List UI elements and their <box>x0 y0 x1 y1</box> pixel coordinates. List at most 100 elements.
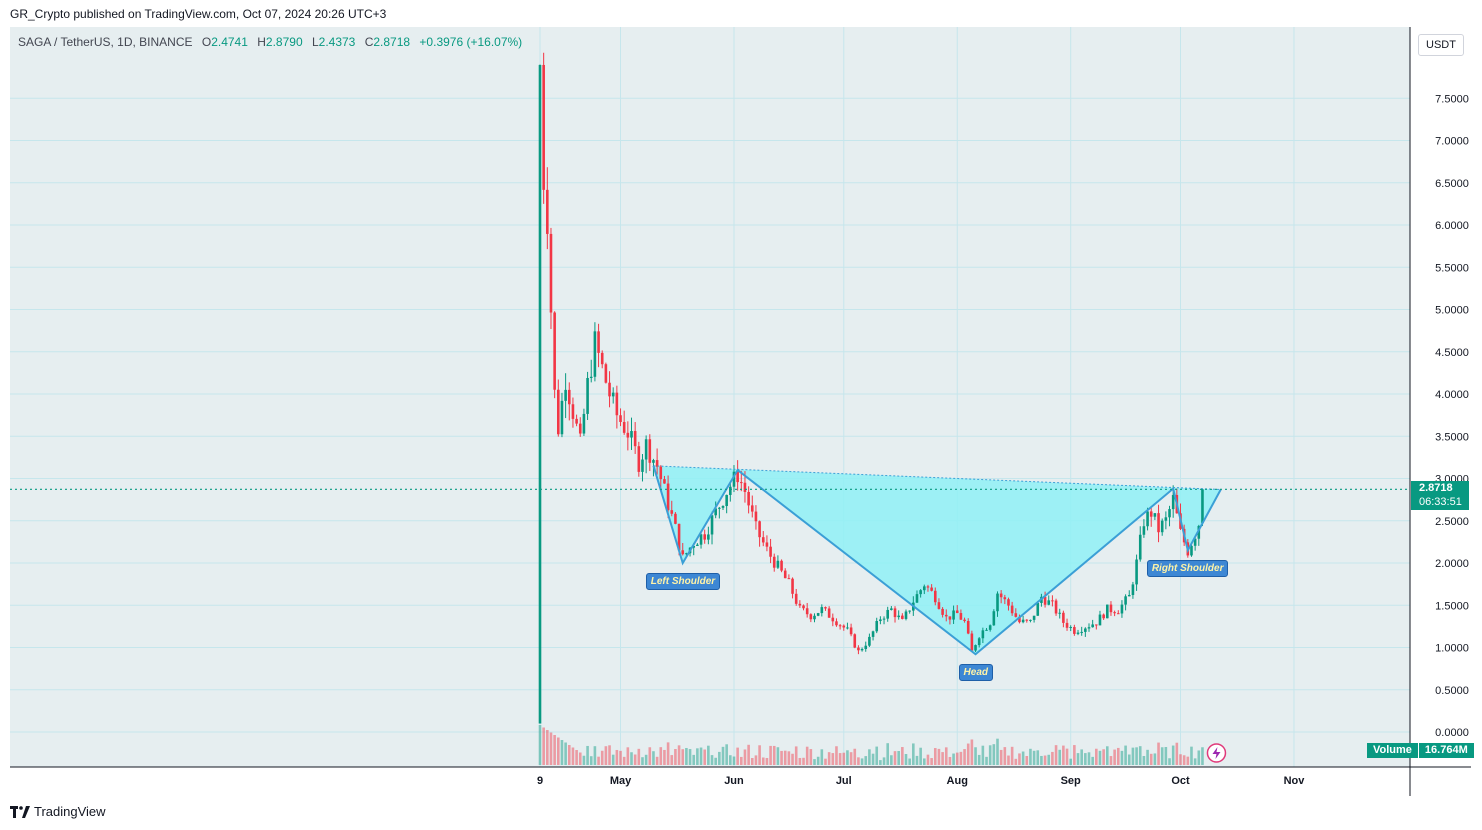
candle-body <box>1131 584 1135 596</box>
y-tick-label: 4.0000 <box>1435 389 1469 401</box>
volume-bar <box>619 750 622 765</box>
volume-bar <box>1040 755 1043 765</box>
volume-bar <box>838 753 842 765</box>
candle-body <box>827 608 831 618</box>
x-tick-label: Nov <box>1284 775 1306 787</box>
candle-body <box>542 64 545 190</box>
volume-bar <box>641 757 644 765</box>
y-tick-label: 4.5000 <box>1435 347 1469 359</box>
volume-bar <box>1135 747 1138 765</box>
publish-info: GR_Crypto published on TradingView.com, … <box>10 7 387 21</box>
candle-body <box>710 515 714 535</box>
volume-bar <box>611 754 615 765</box>
candle-body <box>1014 613 1018 617</box>
volume-bar <box>908 758 911 765</box>
volume-bar <box>732 756 736 765</box>
volume-bar <box>923 758 926 765</box>
volume-bar <box>864 756 868 765</box>
volume-indicator-tag[interactable]: Volume 16.764M <box>1367 743 1474 758</box>
candle-body <box>765 542 769 547</box>
candle-body <box>546 189 549 234</box>
tradingview-logo[interactable]: TradingView <box>10 804 106 819</box>
volume-bar <box>999 749 1003 765</box>
volume-bar <box>1065 748 1069 765</box>
candle-body <box>846 627 849 629</box>
volume-bar <box>824 758 827 765</box>
candle-body <box>761 537 765 543</box>
pattern-fill <box>653 465 1221 655</box>
volume-bar <box>1171 745 1175 765</box>
candle-body <box>937 602 941 609</box>
volume-bar <box>652 751 655 765</box>
volume-bar <box>1025 755 1029 765</box>
candle-body <box>835 621 838 626</box>
volume-bar <box>1095 748 1098 765</box>
volume-bar <box>1069 758 1072 765</box>
volume-bar <box>941 752 944 765</box>
candle-body <box>1003 597 1007 600</box>
volume-bar <box>1142 755 1146 765</box>
volume-bar <box>542 727 545 765</box>
price-chart[interactable]: 7.5000 7.0000 6.5000 6.0000 5.5000 5.0000 4.50… <box>10 27 1471 796</box>
candle-body <box>1190 545 1193 556</box>
candle-body <box>586 377 589 414</box>
candle-body <box>1135 559 1138 585</box>
candle-body <box>875 621 879 632</box>
candle-body <box>930 587 933 591</box>
volume-bar <box>1186 756 1190 765</box>
volume-bar <box>600 750 604 765</box>
volume-bar <box>1062 745 1065 765</box>
volume-bar <box>1029 748 1032 765</box>
y-tick-label: 7.0000 <box>1435 136 1469 148</box>
candle-body <box>699 534 703 545</box>
candle-body <box>743 482 747 492</box>
candle-body <box>886 609 889 619</box>
candle-body <box>589 376 593 378</box>
currency-selector[interactable]: USDT <box>1418 34 1464 56</box>
close-value: 2.8718 <box>373 35 411 49</box>
candle-body <box>659 466 663 480</box>
candle-body <box>952 610 955 620</box>
volume-bar <box>1149 753 1153 765</box>
pattern-outline <box>652 465 1222 656</box>
candle-body <box>999 593 1003 598</box>
left-shoulder-label[interactable]: Left Shoulder <box>645 573 721 590</box>
candle-body <box>718 507 721 509</box>
volume-bar <box>740 756 743 765</box>
volume-bar <box>849 752 853 765</box>
candle-body <box>1065 622 1069 628</box>
candle-body <box>721 506 725 508</box>
volume-bar <box>955 752 959 765</box>
volume-bar <box>868 749 871 765</box>
volume-bar <box>996 738 999 765</box>
candle-body <box>923 586 926 591</box>
chart-frame[interactable]: 7.5000 7.0000 6.5000 6.0000 5.5000 5.0000 4.50… <box>10 27 1474 796</box>
volume-bar <box>761 757 765 765</box>
candle-body <box>1073 627 1076 634</box>
candle-body <box>696 544 699 546</box>
volume-bar <box>1032 750 1036 765</box>
candle-body <box>538 64 542 724</box>
candle-body <box>740 482 743 484</box>
y-tick-label: 7.5000 <box>1435 93 1469 105</box>
head-label[interactable]: Head <box>958 664 993 682</box>
candle-body <box>1084 628 1087 632</box>
candle-body <box>1149 511 1153 517</box>
right-shoulder-label[interactable]: Right Shoulder <box>1146 560 1229 578</box>
candle-body <box>604 364 608 383</box>
candle-body <box>703 534 706 540</box>
candle-body <box>1201 489 1204 523</box>
x-tick-label: Jul <box>836 775 852 787</box>
volume-bar <box>1109 756 1113 765</box>
volume-bars <box>538 725 1204 765</box>
volume-bar <box>685 747 688 765</box>
candle-body <box>626 432 630 438</box>
candle-body <box>1157 513 1160 533</box>
candle-body <box>1168 509 1171 518</box>
volume-bar <box>571 747 575 765</box>
volume-bar <box>597 756 600 765</box>
candle-body <box>1032 615 1036 620</box>
candle-body <box>882 618 886 620</box>
volume-bar <box>714 757 717 765</box>
candle-body <box>772 556 776 568</box>
